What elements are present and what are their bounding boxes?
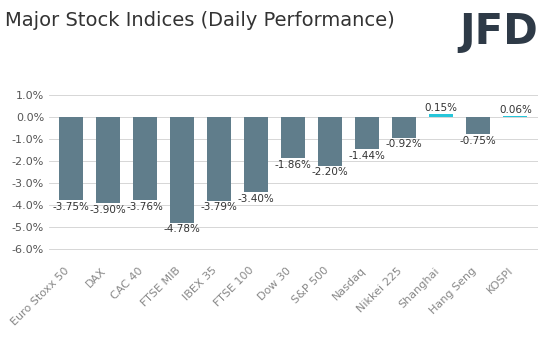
Bar [170,118,194,222]
Bar [503,116,527,118]
Text: 0.06%: 0.06% [499,105,532,115]
Text: -1.86%: -1.86% [275,160,312,170]
Text: -3.76%: -3.76% [127,202,163,212]
Text: -0.75%: -0.75% [460,136,497,145]
Bar [318,118,342,166]
Text: -4.78%: -4.78% [163,224,200,234]
Bar [466,118,490,134]
Bar [355,118,380,149]
Bar [281,118,305,158]
Text: -3.75%: -3.75% [53,201,90,212]
Text: 0.15%: 0.15% [425,103,458,113]
Text: JFD: JFD [459,11,538,52]
Bar [96,118,120,203]
Text: Major Stock Indices (Daily Performance): Major Stock Indices (Daily Performance) [5,11,395,30]
Text: -3.90%: -3.90% [90,205,127,215]
Bar [59,118,83,200]
Text: -2.20%: -2.20% [312,168,349,177]
Text: -0.92%: -0.92% [386,139,422,149]
Bar [133,118,157,200]
Text: -3.79%: -3.79% [201,202,238,212]
Text: -1.44%: -1.44% [349,151,386,161]
Bar [207,118,231,201]
Bar [244,118,268,192]
Text: -3.40%: -3.40% [238,194,275,204]
Bar [392,118,416,138]
Bar [430,114,453,118]
